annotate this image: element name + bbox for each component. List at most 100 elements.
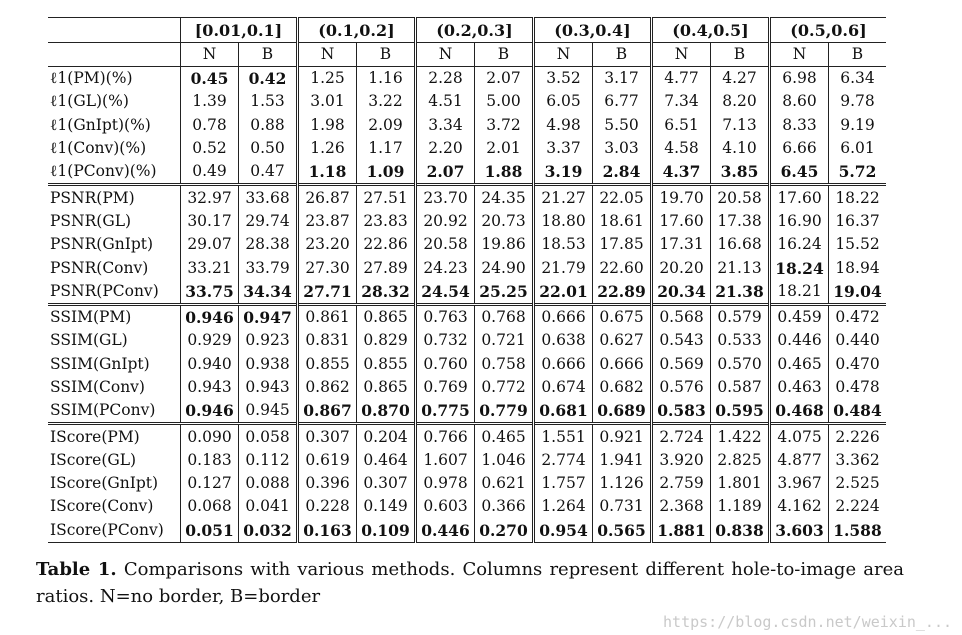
value-cell: 3.603 — [768, 518, 829, 543]
value-cell: 22.86 — [356, 233, 416, 257]
method-label: PSNR(GL) — [48, 209, 181, 234]
value-cell: 0.576 — [650, 375, 711, 400]
value-cell: 2.759 — [650, 472, 711, 496]
value-cell: 3.17 — [592, 66, 652, 91]
value-cell: 1.26 — [296, 136, 357, 161]
value-cell: 0.47 — [238, 160, 298, 185]
value-cell: 0.149 — [356, 495, 416, 519]
subheader-b: B — [474, 42, 534, 67]
value-cell: 0.769 — [414, 375, 475, 400]
value-cell: 0.470 — [828, 352, 886, 376]
table-row: PSNR(Conv) 33.21 33.79 27.30 27.89 24.23 24.90… — [48, 256, 886, 280]
value-cell: 20.20 — [650, 256, 711, 280]
value-cell: 0.45 — [180, 66, 239, 91]
value-cell: 21.38 — [710, 279, 770, 305]
value-cell: 0.681 — [532, 399, 593, 424]
value-cell: 0.051 — [180, 518, 239, 543]
subheader-b: B — [828, 42, 886, 67]
value-cell: 1.801 — [710, 472, 770, 496]
value-cell: 23.83 — [356, 209, 416, 234]
value-cell: 3.72 — [474, 113, 534, 137]
value-cell: 1.53 — [238, 90, 298, 114]
value-cell: 0.068 — [180, 495, 239, 519]
value-cell: 0.929 — [180, 329, 239, 353]
value-cell: 0.682 — [592, 375, 652, 400]
value-cell: 2.226 — [828, 422, 886, 449]
value-cell: 22.01 — [532, 279, 593, 305]
table-row: IScore(GL) 0.183 0.112 0.619 0.464 1.607 1.046… — [48, 448, 886, 473]
value-cell: 0.627 — [592, 329, 652, 353]
table-row: PSNR(PM) 32.97 33.68 26.87 27.51 23.70 24.35 21… — [48, 183, 886, 210]
value-cell: 28.32 — [356, 279, 416, 305]
value-cell: 9.19 — [828, 113, 886, 137]
value-cell: 33.75 — [180, 279, 239, 305]
value-cell: 29.74 — [238, 209, 298, 234]
value-cell: 32.97 — [180, 183, 239, 210]
value-cell: 2.28 — [414, 66, 475, 91]
value-cell: 18.61 — [592, 209, 652, 234]
value-cell: 0.838 — [710, 518, 770, 543]
group-header: (0.2,0.3] — [414, 17, 534, 43]
caption-text: Comparisons with various methods. Column… — [36, 559, 904, 607]
value-cell: 0.446 — [414, 518, 475, 543]
value-cell: 0.565 — [592, 518, 652, 543]
value-cell: 0.595 — [710, 399, 770, 424]
method-label: PSNR(PConv) — [48, 279, 181, 305]
value-cell: 0.78 — [180, 113, 239, 137]
subheader-n: N — [532, 42, 593, 67]
method-label: IScore(GnIpt) — [48, 472, 181, 496]
subheader-b: B — [710, 42, 770, 67]
value-cell: 1.757 — [532, 472, 593, 496]
value-cell: 26.87 — [296, 183, 357, 210]
value-cell: 0.861 — [296, 302, 357, 330]
value-cell: 3.34 — [414, 113, 475, 137]
value-cell: 0.058 — [238, 422, 298, 449]
table-row: PSNR(PConv) 33.75 34.34 27.71 28.32 24.54 25.2… — [48, 279, 886, 305]
value-cell: 8.60 — [768, 90, 829, 114]
value-cell: 0.440 — [828, 329, 886, 353]
subheader-b: B — [592, 42, 652, 67]
subheader-n: N — [650, 42, 711, 67]
value-cell: 0.570 — [710, 352, 770, 376]
value-cell: 0.42 — [238, 66, 298, 91]
value-cell: 23.87 — [296, 209, 357, 234]
value-cell: 0.758 — [474, 352, 534, 376]
value-cell: 6.01 — [828, 136, 886, 161]
value-cell: 1.551 — [532, 422, 593, 449]
value-cell: 3.22 — [356, 90, 416, 114]
value-cell: 24.23 — [414, 256, 475, 280]
value-cell: 18.21 — [768, 279, 829, 305]
value-cell: 2.368 — [650, 495, 711, 519]
method-label: PSNR(GnIpt) — [48, 233, 181, 257]
value-cell: 3.01 — [296, 90, 357, 114]
value-cell: 2.724 — [650, 422, 711, 449]
value-cell: 0.978 — [414, 472, 475, 496]
value-cell: 3.85 — [710, 160, 770, 185]
value-cell: 0.621 — [474, 472, 534, 496]
value-cell: 4.51 — [414, 90, 475, 114]
value-cell: 2.20 — [414, 136, 475, 161]
value-cell: 19.70 — [650, 183, 711, 210]
value-cell: 0.772 — [474, 375, 534, 400]
value-cell: 0.463 — [768, 375, 829, 400]
group-header: (0.4,0.5] — [650, 17, 770, 43]
value-cell: 34.34 — [238, 279, 298, 305]
method-label: ℓ1(GnIpt)(%) — [48, 113, 181, 137]
value-cell: 0.732 — [414, 329, 475, 353]
method-label: SSIM(PM) — [48, 302, 181, 330]
value-cell: 6.66 — [768, 136, 829, 161]
value-cell: 0.666 — [532, 302, 593, 330]
value-cell: 0.543 — [650, 329, 711, 353]
value-cell: 0.270 — [474, 518, 534, 543]
value-cell: 1.126 — [592, 472, 652, 496]
subheader-b: B — [238, 42, 298, 67]
value-cell: 29.07 — [180, 233, 239, 257]
subheader-b: B — [356, 42, 416, 67]
value-cell: 0.472 — [828, 302, 886, 330]
value-cell: 15.52 — [828, 233, 886, 257]
value-cell: 0.763 — [414, 302, 475, 330]
value-cell: 7.34 — [650, 90, 711, 114]
method-label: IScore(PM) — [48, 422, 181, 449]
value-cell: 0.943 — [180, 375, 239, 400]
method-label: PSNR(PM) — [48, 183, 181, 210]
